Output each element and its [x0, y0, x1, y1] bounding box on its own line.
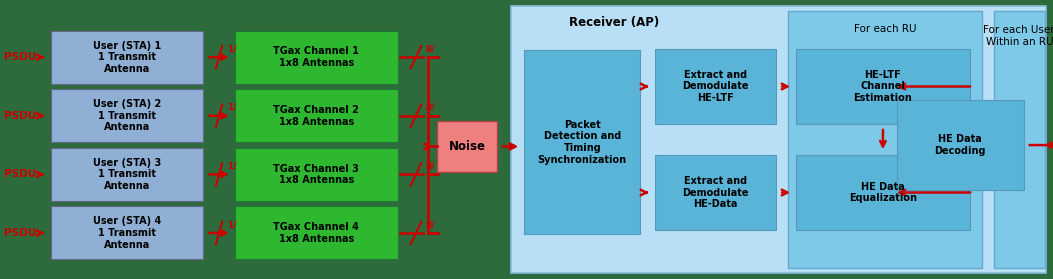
Text: PSDU: PSDU	[4, 52, 37, 62]
Text: TGax Channel 4
1x8 Antennas: TGax Channel 4 1x8 Antennas	[274, 222, 359, 244]
Text: HE-LTF
Channel
Estimation: HE-LTF Channel Estimation	[854, 70, 912, 103]
Text: Packet
Detection and
Timing
Synchronization: Packet Detection and Timing Synchronizat…	[538, 120, 627, 165]
Text: For each User
Within an RU: For each User Within an RU	[984, 25, 1053, 47]
Bar	[796, 49, 970, 124]
Text: 1/: 1/	[227, 44, 237, 53]
Bar	[524, 50, 640, 234]
Text: Receiver (AP): Receiver (AP)	[569, 16, 659, 29]
Bar	[655, 155, 776, 230]
Bar	[796, 155, 970, 230]
Text: 1/: 1/	[227, 220, 237, 229]
Text: Extract and
Demodulate
HE-Data: Extract and Demodulate HE-Data	[682, 176, 749, 209]
Text: 8/: 8/	[425, 103, 435, 112]
Bar	[235, 31, 398, 84]
Text: Extract and
Demodulate
HE-LTF: Extract and Demodulate HE-LTF	[682, 70, 749, 103]
Bar	[235, 89, 398, 142]
Bar	[655, 49, 776, 124]
Text: User (STA) 1
1 Transmit
Antenna: User (STA) 1 1 Transmit Antenna	[93, 41, 161, 74]
Text: 8/: 8/	[425, 44, 435, 53]
Text: HE Data
Decoding: HE Data Decoding	[935, 134, 986, 156]
Bar	[51, 89, 203, 142]
Text: TGax Channel 1
1x8 Antennas: TGax Channel 1 1x8 Antennas	[274, 46, 359, 68]
Bar	[994, 11, 1045, 268]
Text: For each RU: For each RU	[854, 24, 916, 34]
Bar	[897, 100, 1024, 190]
Bar	[235, 148, 398, 201]
Text: Noise: Noise	[449, 140, 485, 153]
Bar	[51, 31, 203, 84]
Bar	[51, 206, 203, 259]
Bar	[235, 206, 398, 259]
Text: 8/: 8/	[425, 162, 435, 170]
Text: 1/: 1/	[227, 103, 237, 112]
Text: 8/: 8/	[425, 220, 435, 229]
Text: User (STA) 2
1 Transmit
Antenna: User (STA) 2 1 Transmit Antenna	[93, 99, 161, 132]
Text: HE Data
Equalization: HE Data Equalization	[849, 182, 917, 203]
Text: PSDU: PSDU	[4, 169, 37, 179]
Bar	[788, 11, 982, 268]
Text: TGax Channel 3
1x8 Antennas: TGax Channel 3 1x8 Antennas	[274, 163, 359, 185]
Text: PSDU: PSDU	[4, 228, 37, 238]
Text: User (STA) 4
1 Transmit
Antenna: User (STA) 4 1 Transmit Antenna	[93, 217, 161, 249]
Text: TGax Channel 2
1x8 Antennas: TGax Channel 2 1x8 Antennas	[274, 105, 359, 127]
Bar	[437, 121, 497, 172]
Text: PSDU: PSDU	[4, 111, 37, 121]
Text: User (STA) 3
1 Transmit
Antenna: User (STA) 3 1 Transmit Antenna	[93, 158, 161, 191]
Bar	[511, 6, 1046, 273]
Bar	[51, 148, 203, 201]
Text: 1/: 1/	[227, 162, 237, 170]
